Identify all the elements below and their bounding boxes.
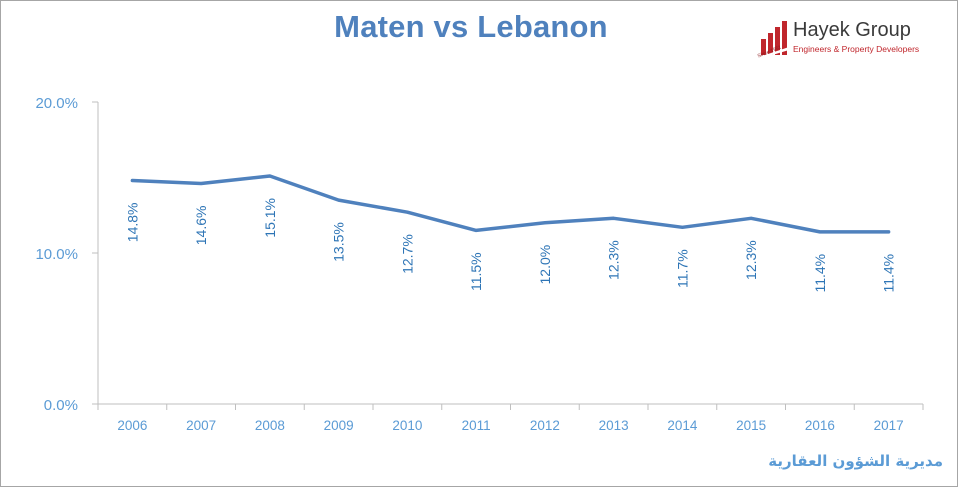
data-label: 12.0% xyxy=(537,245,553,285)
x-tick-label: 2016 xyxy=(805,418,835,433)
data-label: 14.6% xyxy=(193,206,209,246)
footer-source-text: مديرية الشؤون العقارية xyxy=(768,452,943,470)
x-tick-label: 2010 xyxy=(392,418,422,433)
data-label: 14.8% xyxy=(124,203,140,243)
data-label: 11.4% xyxy=(812,254,828,293)
x-tick-label: 2008 xyxy=(255,418,285,433)
data-label: 11.7% xyxy=(674,249,690,288)
x-tick-label: 2007 xyxy=(186,418,216,433)
x-tick-label: 2006 xyxy=(117,418,147,433)
data-label: 12.3% xyxy=(743,240,759,280)
data-label: 11.4% xyxy=(881,254,897,293)
x-tick-label: 2012 xyxy=(530,418,560,433)
x-tick-label: 2013 xyxy=(599,418,629,433)
x-tick-label: 2017 xyxy=(874,418,904,433)
x-tick-label: 2009 xyxy=(324,418,354,433)
data-label: 15.1% xyxy=(262,198,278,238)
series-line xyxy=(132,176,888,232)
data-label: 12.7% xyxy=(399,234,415,274)
x-tick-label: 2014 xyxy=(667,418,698,433)
y-tick-label: 10.0% xyxy=(35,246,78,263)
x-tick-label: 2015 xyxy=(736,418,766,433)
data-label: 11.5% xyxy=(468,252,484,291)
data-label: 13.5% xyxy=(331,222,347,262)
data-label: 12.3% xyxy=(606,240,622,280)
y-tick-label: 20.0% xyxy=(35,95,78,112)
x-tick-label: 2011 xyxy=(462,418,491,433)
y-tick-label: 0.0% xyxy=(44,397,78,414)
